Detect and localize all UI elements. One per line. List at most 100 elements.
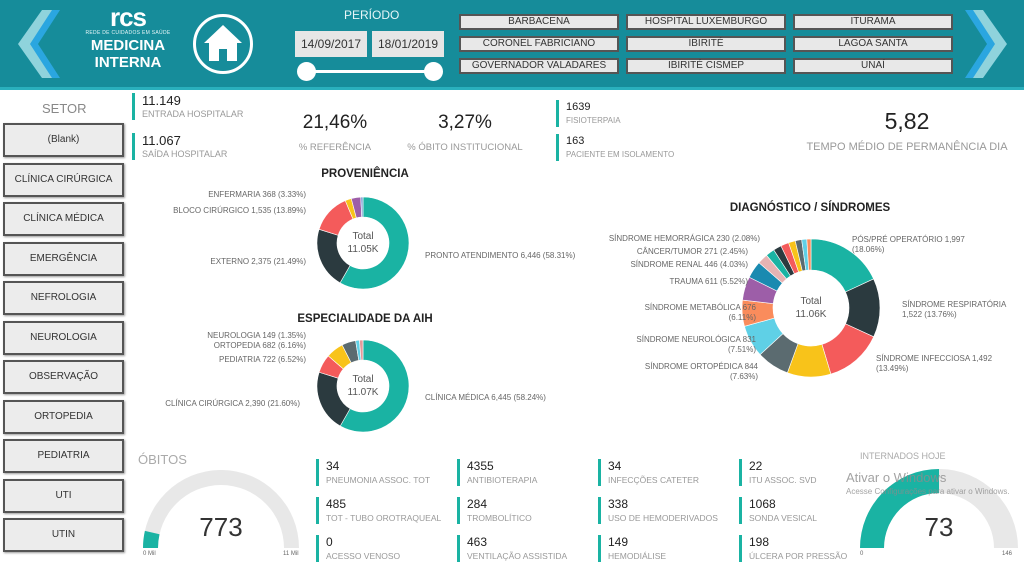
hospital-filter-button[interactable]: CORONEL FABRICIANO	[459, 36, 619, 52]
kpi-value: 4355	[467, 459, 494, 473]
kpi-label: % REFERÊNCIA	[298, 142, 372, 153]
date-end-input[interactable]: 18/01/2019	[372, 31, 444, 57]
slice-label: EXTERNO 2,375 (21.49%)	[210, 257, 306, 266]
kpi-label: ÚLCERA POR PRESSÃO	[749, 551, 848, 561]
slice-label: NEUROLOGIA 149 (1.35%)	[207, 331, 306, 340]
donut-chart	[316, 196, 410, 290]
bottom-kpi: 149 HEMODIÁLISE	[598, 535, 666, 562]
slice-label: PEDIATRIA 722 (6.52%)	[219, 355, 306, 364]
slice-label: SÍNDROME ORTOPÉDICA 844 (7.63%)	[644, 362, 758, 381]
kpi-saida: 11.067 SAÍDA HOSPITALAR	[132, 133, 227, 160]
donut-slice[interactable]	[360, 196, 364, 218]
hospital-filter-button[interactable]: HOSPITAL LUXEMBURGO	[626, 14, 786, 30]
home-button[interactable]	[193, 14, 253, 74]
slider-start-handle[interactable]	[297, 62, 316, 81]
hospital-filter-button[interactable]: IBIRITÉ	[626, 36, 786, 52]
home-icon	[204, 25, 242, 61]
donut-slice[interactable]	[359, 339, 364, 361]
back-chevron-icon[interactable]	[18, 10, 60, 78]
center-label: Total	[352, 374, 374, 385]
kpi-value: 338	[608, 497, 629, 511]
slice-label: PRONTO ATENDIMENTO 6,446 (58.31%)	[425, 251, 576, 260]
logo: rcs REDE DE CUIDADOS EM SAÚDE MEDICINA I…	[84, 4, 172, 71]
kpi-obito: 3,27% % ÓBITO INSTITUCIONAL	[395, 112, 535, 153]
kpi-label: TOT - TUBO OROTRAQUEAL	[326, 513, 442, 523]
slider-end-handle[interactable]	[424, 62, 443, 81]
bottom-kpi: 485 TOT - TUBO OROTRAQUEAL	[316, 497, 441, 524]
donut-slice[interactable]	[339, 339, 410, 433]
sidebar-item[interactable]: CLÍNICA MÉDICA	[3, 202, 124, 236]
hospital-filter-button[interactable]: BARBACENA	[459, 14, 619, 30]
bottom-kpi: 463 VENTILAÇÃO ASSISTIDA	[457, 535, 567, 562]
kpi-value: 11.149	[142, 93, 181, 108]
kpi-value: 21,46%	[302, 112, 368, 133]
sidebar-item[interactable]: OBSERVAÇÃO	[3, 360, 124, 394]
kpi-value: 34	[326, 459, 340, 473]
period-slider-track[interactable]	[303, 70, 433, 73]
sidebar-item[interactable]: ORTOPEDIA	[3, 399, 124, 434]
sidebar-item[interactable]: PEDIATRIA	[3, 439, 124, 473]
kpi-value: 1068	[749, 497, 776, 511]
sidebar-item[interactable]: UTI	[3, 478, 124, 513]
kpi-label: SAÍDA HOSPITALAR	[142, 149, 228, 159]
sidebar-item[interactable]: (Blank)	[3, 123, 124, 157]
bottom-kpi: 198 ÚLCERA POR PRESSÃO	[739, 535, 847, 562]
watermark-text: Acesse Configurações para ativar o Windo…	[846, 487, 1010, 496]
hospital-filter-button[interactable]: IBIRITÉ CISMEP	[626, 58, 786, 74]
kpi-entrada: 11.149 ENTRADA HOSPITALAR	[132, 93, 243, 120]
kpi-value: 5,82	[884, 108, 930, 134]
gauge-max: 146	[1002, 551, 1013, 557]
kpi-value: 463	[467, 535, 488, 549]
kpi-label: SONDA VESICAL	[749, 513, 818, 523]
sidebar-title: SETOR	[42, 101, 87, 116]
slice-label: BLOCO CIRÚRGICO 1,535 (13.89%)	[173, 206, 306, 215]
center-label: Total	[800, 296, 822, 307]
bottom-kpi: 1068 SONDA VESICAL	[739, 497, 817, 524]
forward-chevron-icon[interactable]	[965, 10, 1007, 78]
donut-slice[interactable]	[806, 238, 812, 271]
gauge-chart	[143, 470, 299, 548]
gauge-value: 73	[924, 512, 954, 542]
chart-title: DIAGNÓSTICO / SÍNDROMES	[729, 202, 891, 214]
gauge-title: INTERNADOS HOJE	[860, 451, 946, 461]
gauge-fill	[143, 530, 160, 548]
hospital-filter-button[interactable]: LAGOA SANTA	[793, 36, 953, 52]
kpi-value: 22	[749, 459, 763, 473]
kpi-value: 0	[326, 535, 333, 549]
sidebar-item[interactable]: CLÍNICA CIRÚRGICA	[3, 162, 124, 197]
slice-label: ORTOPEDIA 682 (6.16%)	[213, 341, 306, 350]
kpi-value: 284	[467, 497, 488, 511]
chart-title: ESPECIALIDADE DA AIH	[297, 313, 433, 325]
slice-label: SÍNDROME NEUROLÓGICA 831 (7.51%)	[636, 335, 756, 354]
bottom-kpi: 284 TROMBOLÍTICO	[457, 497, 532, 524]
bottom-kpi: 338 USO DE HEMODERIVADOS	[598, 497, 718, 524]
donut-slice[interactable]	[339, 196, 410, 290]
kpi-value: 149	[608, 535, 629, 549]
slice-label: ENFERMARIA 368 (3.33%)	[208, 190, 306, 199]
sidebar-item[interactable]: EMERGÊNCIA	[3, 241, 124, 276]
sidebar-item[interactable]: NEUROLOGIA	[3, 320, 124, 355]
bottom-kpi: 4355 ANTIBIOTERAPIA	[457, 459, 537, 486]
kpi-value: 3,27%	[438, 112, 492, 133]
kpi-value: 198	[749, 535, 770, 549]
kpi-isolamento: 163 PACIENTE EM ISOLAMENTO	[556, 134, 674, 161]
center-value: 11.05K	[347, 244, 379, 255]
kpi-label: PACIENTE EM ISOLAMENTO	[566, 150, 675, 159]
hospital-filter-button[interactable]: GOVERNADOR VALADARES	[459, 58, 619, 74]
sidebar-item[interactable]: UTIN	[3, 518, 124, 552]
hospital-filter-button[interactable]: UNAÍ	[793, 58, 953, 74]
hospital-filter-button[interactable]: ITURAMA	[793, 14, 953, 30]
kpi-label: % ÓBITO INSTITUCIONAL	[407, 142, 523, 153]
sidebar-item[interactable]: NEFROLOGIA	[3, 281, 124, 315]
donut-center: Total 11.07K	[333, 373, 393, 399]
slice-label: SÍNDROME RENAL 446 (4.03%)	[630, 260, 748, 269]
chart-title: PROVENIÊNCIA	[321, 168, 409, 180]
center-value: 11.07K	[347, 387, 379, 398]
gauge-min: 0 Mil	[143, 551, 156, 557]
gauge-title: ÓBITOS	[138, 452, 187, 467]
donut-chart	[316, 339, 410, 433]
center-value: 11.06K	[795, 309, 827, 320]
slice-label: SÍNDROME HEMORRÁGICA 230 (2.08%)	[608, 234, 760, 243]
slice-label: SÍNDROME METABÓLICA 676 (6.11%)	[644, 303, 756, 322]
date-start-input[interactable]: 14/09/2017	[295, 31, 367, 57]
